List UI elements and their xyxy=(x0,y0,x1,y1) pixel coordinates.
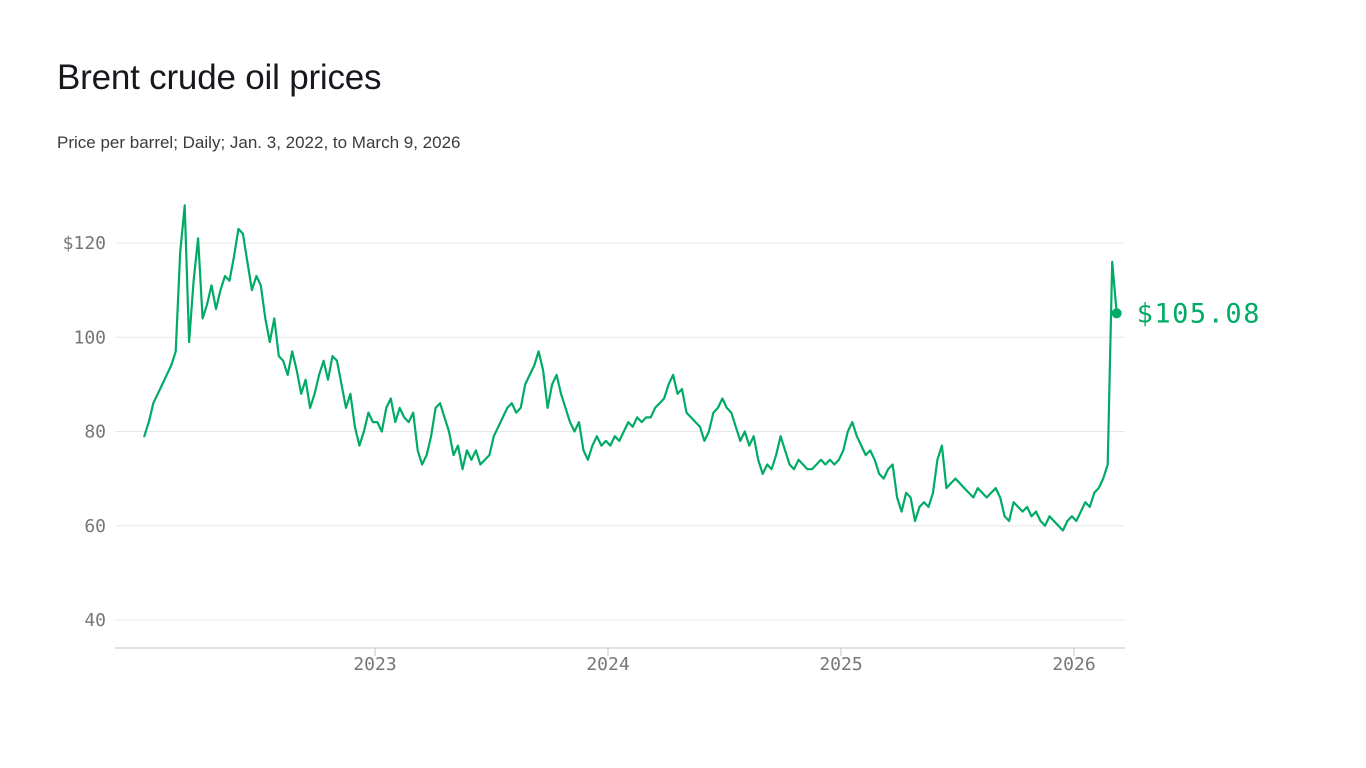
end-point-dot xyxy=(1111,308,1122,319)
y-tick-label: 60 xyxy=(84,516,106,537)
x-tick-label: 2024 xyxy=(586,654,629,675)
y-tick-label: 80 xyxy=(84,422,106,443)
page-title: Brent crude oil prices xyxy=(57,58,382,97)
y-tick-label: 100 xyxy=(73,327,106,348)
y-tick-label: $120 xyxy=(63,233,106,254)
end-value-label: $105.08 xyxy=(1137,298,1261,329)
price-line xyxy=(143,204,1118,532)
y-tick-label: 40 xyxy=(84,610,106,631)
x-tick-label: 2025 xyxy=(819,654,862,675)
chart-subtitle: Price per barrel; Daily; Jan. 3, 2022, t… xyxy=(57,133,461,152)
x-tick-label: 2026 xyxy=(1052,654,1095,675)
x-tick-label: 2023 xyxy=(353,654,396,675)
